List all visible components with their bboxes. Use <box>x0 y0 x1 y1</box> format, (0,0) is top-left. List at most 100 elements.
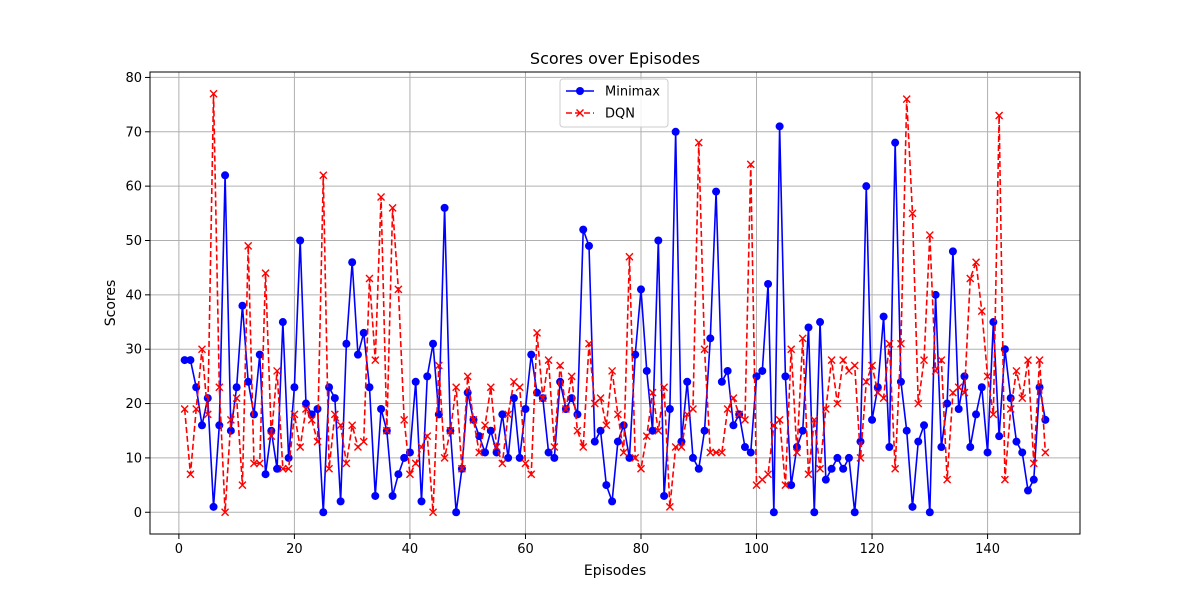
dqn-point <box>325 464 334 473</box>
minimax-point <box>977 383 986 392</box>
dqn-point <box>377 193 386 202</box>
minimax-point <box>273 464 282 473</box>
dqn-point <box>706 448 715 457</box>
dqn-point <box>492 443 501 452</box>
minimax-point <box>596 426 605 435</box>
minimax-point <box>261 470 270 479</box>
minimax-point <box>296 236 305 245</box>
minimax-point <box>325 383 334 392</box>
dqn-point <box>792 448 801 457</box>
dqn-point <box>885 339 894 348</box>
dqn-point <box>394 285 403 294</box>
minimax-point <box>764 279 773 288</box>
dqn-point <box>717 448 726 457</box>
minimax-point <box>723 366 732 375</box>
dqn-point <box>700 345 709 354</box>
minimax-point <box>475 432 484 441</box>
dqn-point <box>931 366 940 375</box>
x-tick-label: 100 <box>744 542 769 557</box>
dqn-point <box>781 481 790 490</box>
dqn-point <box>729 394 738 403</box>
chart-title: Scores over Episodes <box>530 49 700 68</box>
minimax-point <box>729 421 738 430</box>
dqn-point <box>221 508 230 517</box>
dqn-point <box>336 421 345 430</box>
minimax-point <box>625 453 634 462</box>
minimax-point <box>717 377 726 386</box>
minimax-point <box>891 138 900 147</box>
dqn-point <box>585 339 594 348</box>
dqn-point <box>746 160 755 169</box>
dqn-point <box>896 339 905 348</box>
dqn-point <box>798 334 807 343</box>
dqn-point <box>764 470 773 479</box>
dqn-point <box>434 361 443 370</box>
minimax-point <box>683 377 692 386</box>
dqn-point <box>839 356 848 365</box>
minimax-point <box>966 443 975 452</box>
dqn-point <box>226 415 235 424</box>
dqn-point <box>244 241 253 250</box>
dqn-point <box>816 464 825 473</box>
minimax-point <box>995 432 1004 441</box>
dqn-point <box>636 464 645 473</box>
dqn-point <box>475 448 484 457</box>
minimax-point <box>573 410 582 419</box>
dqn-point <box>544 356 553 365</box>
dqn-point <box>995 111 1004 120</box>
dqn-point <box>278 464 287 473</box>
minimax-point <box>509 394 518 403</box>
dqn-point <box>440 453 449 462</box>
minimax-point <box>423 372 432 381</box>
dqn-point <box>827 356 836 365</box>
dqn-point <box>504 410 513 419</box>
dqn-point <box>215 383 224 392</box>
x-tick-label: 120 <box>860 542 885 557</box>
dqn-point <box>267 432 276 441</box>
y-tick-label: 50 <box>125 234 142 249</box>
minimax-point <box>758 366 767 375</box>
minimax-point <box>215 421 224 430</box>
minimax-point <box>931 290 940 299</box>
minimax-point <box>417 497 426 506</box>
minimax-point <box>1006 394 1015 403</box>
dqn-point <box>429 508 438 517</box>
dqn-point <box>775 415 784 424</box>
dqn-point <box>180 404 189 413</box>
minimax-point <box>613 437 622 446</box>
dqn-point <box>642 432 651 441</box>
minimax-point <box>954 404 963 413</box>
minimax-point <box>1024 486 1033 495</box>
dqn-point <box>914 399 923 408</box>
minimax-point <box>908 502 917 511</box>
dqn-point <box>977 307 986 316</box>
minimax-point <box>411 377 420 386</box>
minimax-point <box>798 426 807 435</box>
dqn-point <box>203 410 212 419</box>
minimax-point <box>925 508 934 517</box>
minimax-point <box>972 410 981 419</box>
dqn-point <box>330 410 339 419</box>
minimax-point <box>654 236 663 245</box>
dqn-point <box>688 404 697 413</box>
dqn-point <box>613 410 622 419</box>
minimax-point <box>775 122 784 131</box>
minimax-point <box>850 508 859 517</box>
dqn-point <box>879 394 888 403</box>
minimax-point <box>844 453 853 462</box>
minimax-point <box>481 448 490 457</box>
minimax-point <box>740 443 749 452</box>
dqn-point <box>307 415 316 424</box>
minimax-point <box>787 481 796 490</box>
minimax-point <box>365 383 374 392</box>
dqn-point <box>486 383 495 392</box>
dqn-point <box>943 475 952 484</box>
minimax-point <box>440 203 449 212</box>
dqn-point <box>631 453 640 462</box>
dqn-point <box>411 459 420 468</box>
minimax-point <box>602 481 611 490</box>
minimax-point <box>585 241 594 250</box>
minimax-point <box>301 399 310 408</box>
dqn-point <box>665 502 674 511</box>
dqn-point <box>1024 356 1033 365</box>
